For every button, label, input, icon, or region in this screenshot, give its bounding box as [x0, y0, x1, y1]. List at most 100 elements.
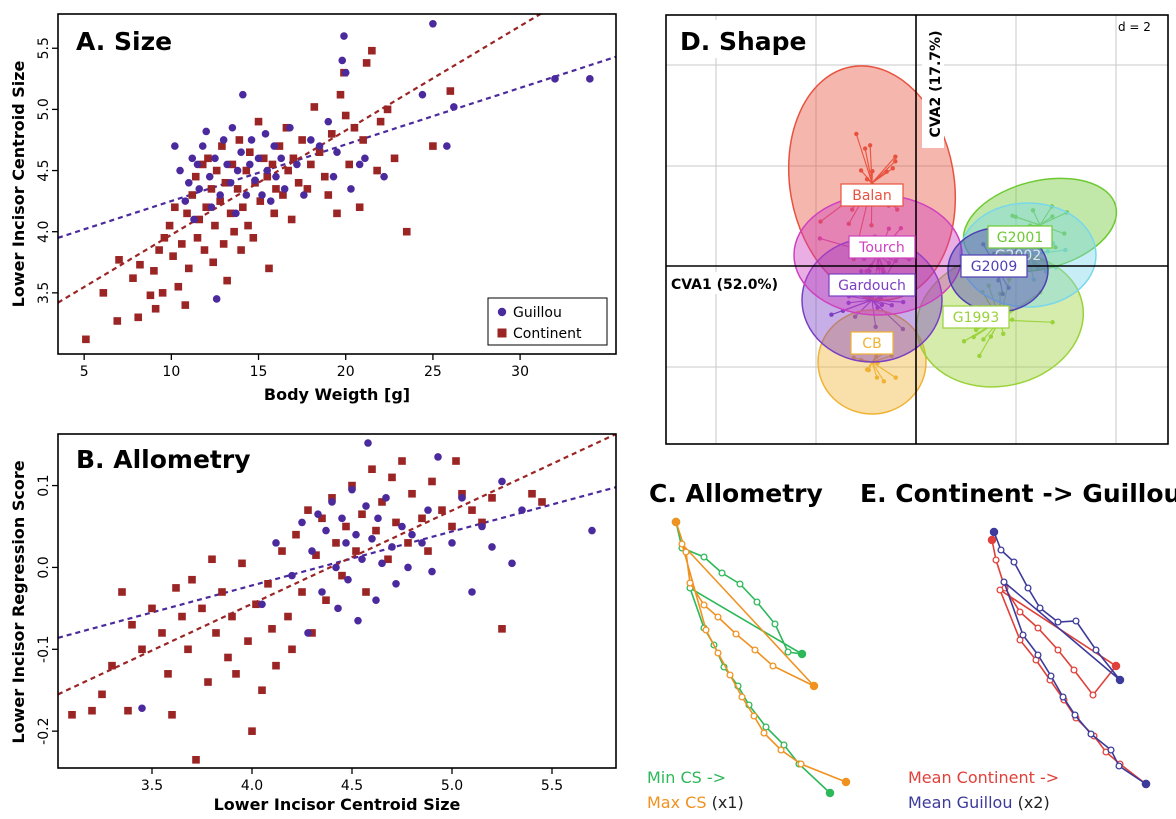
panel-b-point-continent-70	[498, 625, 506, 633]
panel-b-ylabel: Lower Incisor Regression Score	[9, 460, 28, 743]
panel-a-trend-continent	[58, 14, 543, 304]
panel-b-point-guillou-30	[404, 563, 412, 572]
panel-b-point-continent-23	[228, 612, 236, 621]
spoke-point-tourch	[876, 266, 881, 271]
panel-b-point-continent-54	[384, 555, 392, 564]
panel-a-point-continent-19	[183, 209, 191, 218]
panel-b-point-continent-19	[208, 555, 216, 564]
panel-a-point-continent-18	[181, 301, 190, 309]
panel-a-ticks: 5 10 15 20 25 30 3.5 4.0 4.5 5.0 5.5	[36, 37, 529, 380]
panel-b-point-guillou-39	[478, 522, 486, 531]
panel-a-point-continent-21	[188, 191, 197, 199]
spoke-gardouch	[848, 299, 873, 304]
panel-a-point-guillou-10	[205, 172, 214, 181]
spoke-point-g1993	[973, 327, 979, 333]
panel-a-point-continent-72	[327, 130, 336, 138]
panel-a-trend-guillou	[58, 55, 616, 239]
spoke-point-balan	[893, 154, 898, 159]
panel-e-legend-guil-factor: (x2)	[1018, 793, 1050, 812]
panel-e-cont-landmark	[992, 556, 1000, 564]
panel-b-point-continent-0	[68, 710, 76, 719]
panel-b-point-continent-53	[378, 498, 386, 506]
panel-a-point-guillou-40	[315, 142, 324, 150]
panel-a-point-guillou-14	[216, 191, 224, 199]
panel-a-point-continent-59	[279, 191, 287, 199]
panel-a-point-continent-56	[270, 209, 279, 218]
panel-a-point-continent-50	[254, 117, 263, 126]
panel-a-point-continent-12	[160, 234, 169, 242]
spoke-point-g2009	[996, 278, 1001, 283]
panel-a-point-continent-82	[368, 46, 376, 55]
panel-a-point-continent-52	[259, 154, 268, 163]
panel-c-min-landmark	[753, 598, 761, 606]
panel-a-point-continent-47	[246, 148, 254, 157]
panel-c-max-landmark	[841, 777, 851, 787]
panel-a-point-continent-33	[216, 197, 224, 205]
panel-a-point-continent-9	[151, 304, 160, 313]
panel-b-point-continent-25	[238, 559, 246, 568]
panel-b-frame	[57, 433, 617, 769]
panel-e-title: E. Continent -> Guillou	[860, 479, 1176, 508]
label-text-cb: CB	[862, 336, 881, 352]
panel-b-point-continent-31	[268, 625, 276, 633]
panel-a-point-continent-57	[272, 185, 280, 193]
panel-b-point-guillou-9	[322, 526, 330, 535]
panel-a-point-continent-86	[390, 154, 399, 163]
panel-e-legend-guil-line: Mean Guillou (x2)	[908, 793, 1050, 812]
spoke-point-cb	[866, 367, 871, 373]
panel-c-max-landmark	[682, 548, 690, 556]
panel-c-min-landmark	[762, 723, 770, 731]
panel-b-point-guillou-34	[428, 567, 436, 576]
panel-a-point-continent-16	[174, 282, 183, 291]
panel-b-point-guillou-23	[372, 596, 380, 604]
panel-a-point-continent-54	[265, 264, 273, 273]
panel-a-point-guillou-44	[338, 56, 347, 65]
panel-b-point-continent-36	[292, 530, 300, 539]
panel-a-point-continent-58	[275, 142, 284, 150]
label-text-g2001: G2001	[997, 230, 1043, 246]
panel-a-point-continent-41	[233, 185, 242, 193]
panel-b-point-guillou-0	[138, 704, 146, 713]
panel-b-point-continent-60	[418, 514, 426, 523]
panel-a-point-continent-71	[324, 191, 333, 199]
panel-a-point-continent-48	[249, 234, 258, 242]
panel-c-max-landmark	[678, 540, 686, 548]
panel-a-point-continent-61	[284, 166, 292, 175]
panel-a-point-guillou-54	[450, 103, 458, 111]
panel-e-cont-landmark	[1016, 636, 1024, 644]
panel-e-guil-landmark	[1034, 651, 1042, 659]
panel-b-point-guillou-17	[352, 530, 360, 539]
panel-a-xtick-label: 20	[337, 364, 355, 380]
panel-b-point-continent-22	[224, 653, 232, 662]
spoke-point-balan	[890, 166, 895, 171]
panel-a-point-continent-37	[223, 276, 231, 285]
spoke-point-tourch	[898, 225, 904, 231]
panel-e-guil-landmark	[1019, 631, 1027, 639]
panel-a-point-guillou-45	[340, 32, 348, 40]
panel-a-point-guillou-13	[212, 295, 221, 303]
panel-a-point-guillou-16	[223, 160, 231, 169]
panel-a-point-guillou-38	[300, 191, 308, 199]
panel-a-point-continent-70	[320, 172, 329, 181]
panel-e-guil-landmark	[1036, 604, 1044, 612]
panel-b-point-continent-29	[258, 686, 266, 695]
panel-a-point-continent-28	[204, 154, 212, 163]
panel-a-point-continent-4	[129, 274, 137, 282]
panel-a-point-guillou-9	[202, 127, 211, 136]
panel-c-max-landmark	[714, 613, 722, 621]
spoke-balan	[860, 170, 873, 184]
panel-a-point-continent-8	[150, 267, 158, 275]
panel-a-point-continent-53	[263, 172, 272, 181]
panel-b-point-continent-43	[328, 494, 336, 502]
panel-a-frame	[57, 13, 617, 355]
panel-e-guil-landmark	[1059, 693, 1067, 701]
spoke-point-g1993	[1050, 320, 1055, 325]
panel-e-cont-landmark	[1034, 624, 1042, 632]
spoke-g2001	[1015, 216, 1041, 226]
panel-b-point-guillou-14	[342, 539, 350, 547]
panel-b-point-continent-20	[212, 629, 220, 637]
panel-a-point-continent-6	[136, 260, 144, 269]
panel-b-point-continent-50	[362, 588, 370, 596]
panel-a-xtick-label: 25	[424, 364, 442, 380]
spoke-cb	[871, 361, 878, 378]
